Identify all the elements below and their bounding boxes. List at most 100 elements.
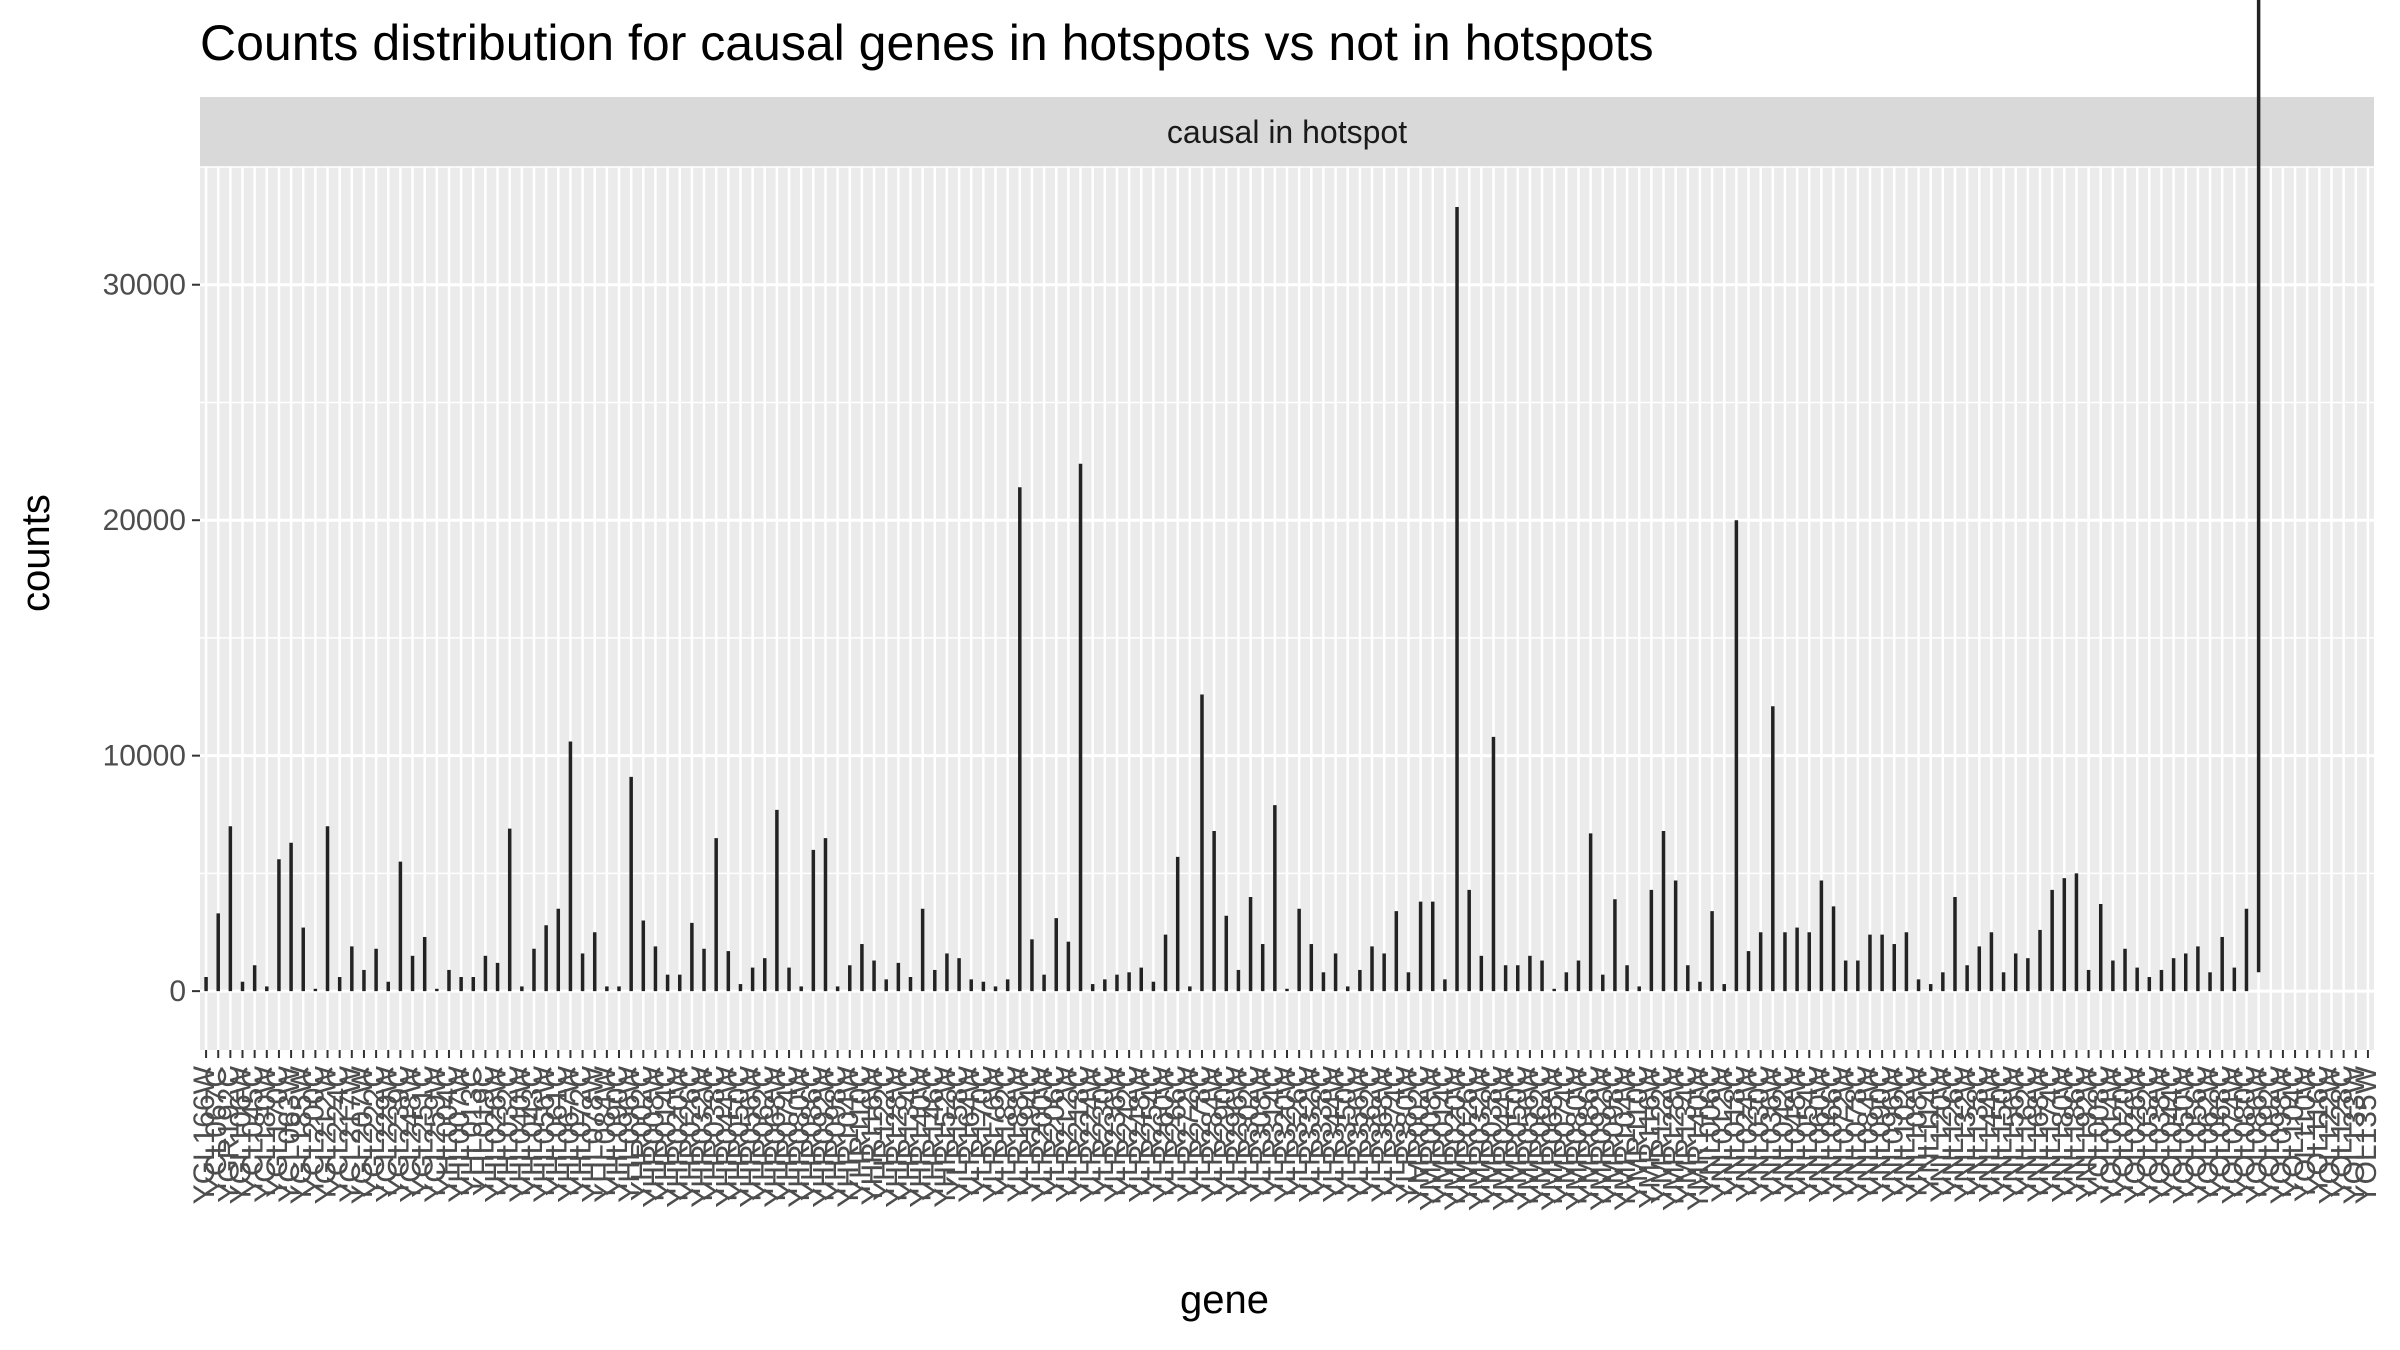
x-tick-label: YHR134C: [892, 1066, 925, 1201]
x-tick-label: YMR038C: [1475, 1066, 1508, 1204]
x-tick-label: YLR236W: [1099, 1065, 1132, 1202]
x-tick-label: YLR224W: [1075, 1065, 1108, 1202]
x-tick-label: YNL006C: [1694, 1066, 1727, 1196]
x-tick-label: YGL207W: [346, 1065, 379, 1204]
x-tick-label: YCL067C: [200, 1066, 233, 1196]
x-tick-label: YNL078C: [1840, 1066, 1873, 1196]
x-tick-label: YOL074W: [2216, 1065, 2249, 1204]
x-tick-label: YLR290C: [1208, 1066, 1241, 1196]
x-tick-label: YLR380W: [1390, 1065, 1423, 1202]
x-tick-label: YLR164W: [953, 1065, 986, 1202]
x-tick-label: YHR074C: [771, 1066, 804, 1201]
x-tick-label: YNL114C: [1913, 1066, 1946, 1194]
x-tick-label: YHR050C: [722, 1066, 755, 1201]
x-tick-label: YLR362C: [1354, 1066, 1387, 1196]
x-tick-label: YNL186C: [2058, 1066, 2091, 1196]
x-tick-label: YLR200W: [1026, 1065, 1059, 1202]
x-tick-label: YLR206C: [1038, 1066, 1071, 1196]
x-tick-label: YMR074C: [1548, 1066, 1581, 1204]
x-tick-label: YGL239C: [382, 1066, 415, 1198]
x-tick-label: YOL135W: [2350, 1065, 2383, 1204]
x-tick-label: YOL104C: [2277, 1066, 2310, 1198]
x-tick-label: YLR308W: [1245, 1065, 1278, 1202]
x-tick-label: YMR062C: [1524, 1066, 1557, 1204]
x-tick-label: YMR104W: [1609, 1065, 1642, 1211]
x-tick-label: YLR194C: [1014, 1066, 1047, 1196]
x-tick-label: YOL098W: [2265, 1065, 2298, 1204]
x-tick-label: YMR116W: [1633, 1065, 1666, 1208]
y-tick-label: 10000: [103, 740, 186, 773]
x-tick-label: YNL096W: [1876, 1065, 1909, 1202]
x-tick-label: YNL060W: [1803, 1065, 1836, 1202]
x-tick-label: YOL080C: [2228, 1066, 2261, 1198]
x-tick-label: YCL224C: [322, 1066, 355, 1196]
x-tick-label: YLR176W: [978, 1065, 1011, 1202]
x-tick-label: YLR272W: [1172, 1065, 1205, 1202]
x-tick-label: YMR092W: [1585, 1065, 1618, 1211]
x-tick-label: YGL166W: [188, 1065, 221, 1204]
x-tick-label: YGL106W: [225, 1065, 258, 1204]
x-tick-label: YLR326C: [1281, 1066, 1314, 1196]
x-tick-label: YGR192C: [212, 1066, 245, 1203]
x-tick-label: YLR350C: [1330, 1066, 1363, 1196]
x-tick-label: YGL170C: [261, 1066, 294, 1198]
x-tick-label: YHL096W: [613, 1065, 646, 1202]
x-tick-label: YMR128W: [1658, 1065, 1691, 1211]
x-tick-label: YNL156W: [1998, 1065, 2031, 1202]
x-tick-label: YNL126C: [1937, 1066, 1970, 1196]
x-tick-label: YHR152W: [929, 1065, 962, 1207]
chart-title: Counts distribution for causal genes in …: [200, 15, 1654, 71]
x-tick-label: YLR218C: [1063, 1066, 1096, 1196]
x-tick-label: YLR320W: [1269, 1065, 1302, 1202]
x-tick-label: YHL019C: [467, 1066, 500, 1196]
facet-strip: [200, 97, 2374, 167]
x-tick-label: YNL150C: [1986, 1066, 2019, 1196]
x-tick-label: YOL008C: [2083, 1066, 2116, 1198]
x-tick-label: YMR044W: [1488, 1065, 1521, 1211]
x-tick-label: YHR008W: [637, 1065, 670, 1207]
x-tick-label: YHR080W: [783, 1065, 816, 1207]
x-tick-label: YNL138C: [1961, 1066, 1994, 1196]
x-tick-label: YLR248W: [1123, 1065, 1156, 1202]
x-tick-label: YLR254C: [1135, 1066, 1168, 1196]
x-tick-label: YNL084W: [1852, 1065, 1885, 1202]
x-tick-label: YOL026W: [2119, 1065, 2152, 1204]
x-tick-label: YOL062W: [2192, 1065, 2225, 1204]
x-tick-label: YMR134C: [1670, 1066, 1703, 1204]
x-tick-label: YNL120W: [1925, 1065, 1958, 1202]
x-tick-label: YHL090C: [601, 1066, 634, 1196]
x-tick-label: YCL248W: [395, 1065, 428, 1202]
x-tick-label: YNL144W: [1973, 1065, 2006, 1202]
x-tick-label: YLR158C: [941, 1066, 974, 1196]
x-tick-label: YCL259W: [419, 1065, 452, 1202]
x-tick-label: YHR140W: [905, 1065, 938, 1207]
x-tick-label: YNL030C: [1743, 1066, 1776, 1196]
x-tick-label: YMR014C: [1427, 1066, 1460, 1204]
x-tick-label: YNL048W: [1779, 1065, 1812, 1202]
x-tick-label: YOL032C: [2131, 1066, 2164, 1198]
x-tick-label: YLR188W: [1002, 1065, 1035, 1202]
x-tick-label: YHR122C: [868, 1066, 901, 1201]
x-tick-label: YNL090C: [1864, 1066, 1897, 1196]
x-tick-label: YMR086C: [1573, 1066, 1606, 1204]
x-tick-label: YMR110C: [1621, 1066, 1654, 1202]
x-tick-label: YLR332W: [1293, 1065, 1326, 1202]
x-tick-label: YOL110W: [2289, 1065, 2322, 1202]
x-tick-label: YHL043C: [516, 1066, 549, 1196]
x-tick-label: YHR020W: [662, 1065, 695, 1207]
x-tick-label: YHL078W: [577, 1065, 610, 1202]
x-tick-label: YNL162C: [2010, 1066, 2043, 1196]
x-tick-label: YNL042C: [1767, 1066, 1800, 1196]
x-tick-label: YHR098C: [820, 1066, 853, 1201]
x-tick-label: YNL054C: [1791, 1066, 1824, 1196]
x-tick-label: YLR266C: [1160, 1066, 1193, 1196]
x-axis: YGL166WYCL067CYGR192CYGL106WYCL045CYCL18…: [188, 1050, 2383, 1211]
x-tick-label: YLR230C: [1087, 1066, 1120, 1196]
y-tick-label: 0: [169, 975, 186, 1008]
x-tick-label: YOL122W: [2313, 1065, 2346, 1204]
x-tick-label: YHR128W: [880, 1065, 913, 1207]
x-tick-label: YNL024W: [1731, 1065, 1764, 1202]
y-tick-label: 30000: [103, 269, 186, 302]
x-tick-label: YMR122C: [1646, 1066, 1679, 1204]
x-tick-label: YHL061C: [540, 1066, 573, 1196]
